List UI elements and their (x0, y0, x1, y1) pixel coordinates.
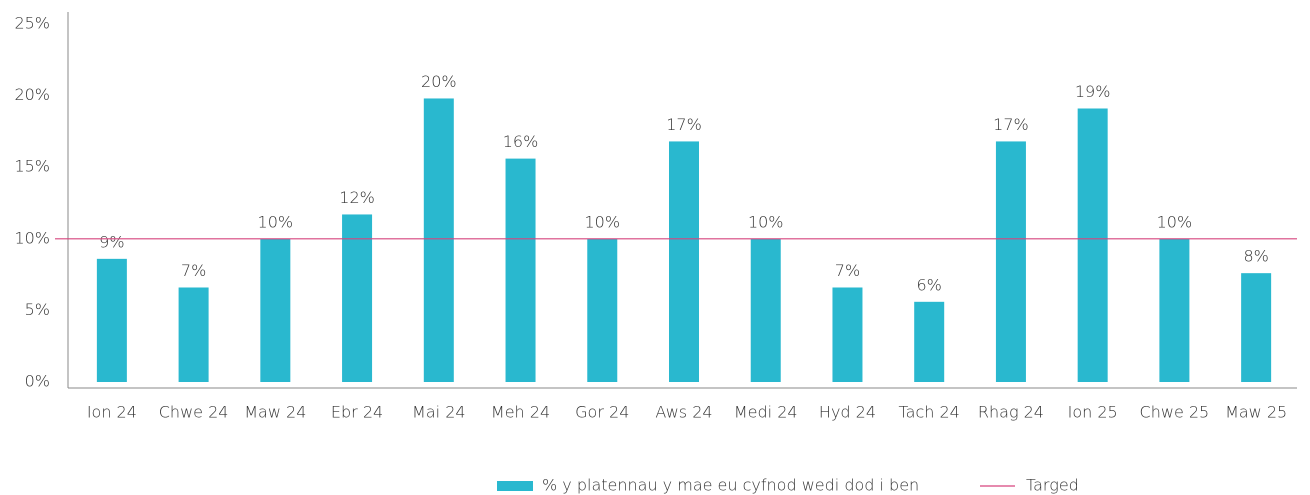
data-label: 7% (181, 261, 206, 280)
x-tick-label: Maw 25 (1225, 403, 1287, 422)
x-tick-label: Chwe 25 (1140, 403, 1210, 422)
data-label: 10% (584, 212, 620, 231)
legend-label: Targed (1026, 476, 1079, 495)
y-tick-label: 20% (14, 85, 50, 104)
x-tick-label: Maw 24 (244, 403, 306, 422)
data-label: 20% (421, 72, 457, 91)
bar (995, 141, 1026, 382)
bar (260, 238, 291, 382)
bar (1241, 273, 1272, 382)
data-label: 10% (258, 212, 294, 231)
bar (750, 238, 781, 382)
x-tick-label: Aws 24 (655, 403, 712, 422)
bar (669, 141, 699, 382)
data-label: 8% (1243, 247, 1268, 266)
x-tick-label: Rhag 24 (978, 403, 1044, 422)
legend-label: % y platennau y mae eu cyfnod wedi dod i… (542, 476, 919, 495)
bar (1077, 108, 1108, 382)
y-tick-label: 15% (14, 157, 50, 176)
data-label: 17% (666, 115, 702, 134)
y-tick-label: 5% (25, 300, 50, 319)
bar (423, 98, 454, 383)
x-tick-label: Ebr 24 (331, 403, 383, 422)
data-label: 17% (993, 115, 1029, 134)
bar (342, 214, 373, 382)
data-label: 12% (339, 188, 375, 207)
y-tick-label: 10% (14, 228, 50, 247)
bar (914, 301, 945, 382)
x-tick-label: Hyd 24 (819, 403, 876, 422)
bar (178, 287, 209, 382)
x-tick-label: Mai 24 (412, 403, 466, 422)
x-tick-label: Gor 24 (575, 403, 629, 422)
data-label: 10% (1157, 212, 1193, 231)
x-tick-label: Medi 24 (734, 403, 798, 422)
x-tick-label: Tach 24 (899, 403, 960, 422)
data-label: 10% (748, 212, 784, 231)
data-label: 19% (1075, 82, 1111, 101)
data-label: 7% (835, 261, 860, 280)
x-tick-label: Ion 24 (87, 403, 137, 422)
y-tick-label: 25% (14, 14, 50, 33)
bar (832, 287, 863, 382)
x-tick-label: Meh 24 (491, 403, 550, 422)
data-label: 16% (503, 132, 539, 151)
x-tick-label: Chwe 24 (159, 403, 229, 422)
bar (505, 158, 536, 382)
bar (1159, 238, 1190, 382)
bar (587, 238, 618, 382)
data-label: 6% (917, 275, 942, 294)
data-label: 9% (99, 232, 124, 251)
x-tick-label: Ion 25 (1068, 403, 1118, 422)
legend-swatch (497, 481, 533, 491)
y-tick-label: 0% (25, 372, 50, 391)
bar (96, 258, 127, 382)
